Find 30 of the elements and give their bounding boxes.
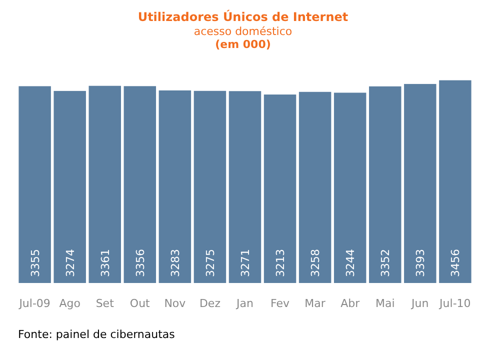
data-label: 3283 <box>168 249 182 277</box>
x-tick-label: Set <box>96 297 115 310</box>
data-label: 3361 <box>98 249 112 277</box>
source-note: Fonte: painel de cibernautas <box>18 328 176 341</box>
x-tick-label: Jan <box>236 297 254 310</box>
x-tick-label: Mai <box>375 297 395 310</box>
x-tick-label: Fev <box>270 297 290 310</box>
x-tick-label: Nov <box>164 297 186 310</box>
chart-subtitle: acesso doméstico <box>194 25 292 38</box>
data-label: 3244 <box>344 249 358 277</box>
data-label: 3356 <box>134 249 147 277</box>
data-label: 3271 <box>239 249 252 277</box>
x-tick-label: Ago <box>59 297 81 310</box>
data-label: 3274 <box>64 249 77 277</box>
x-tick-label: Abr <box>340 297 360 310</box>
x-tick-label: Dez <box>199 297 221 310</box>
data-label: 3355 <box>28 249 42 277</box>
data-label: 3352 <box>379 249 392 277</box>
data-label: 3393 <box>414 249 428 277</box>
x-tick-label: Mar <box>304 297 326 310</box>
x-tick-label: Out <box>130 297 151 310</box>
x-tick-label: Jun <box>410 297 429 310</box>
data-label: 3456 <box>449 249 462 277</box>
y-axis-title: (em 000) <box>215 38 271 51</box>
data-label: 3275 <box>204 249 217 277</box>
x-tick-label: Jul-09 <box>18 297 50 310</box>
chart-title: Utilizadores Únicos de Internet <box>138 9 348 24</box>
data-label: 3258 <box>309 249 322 277</box>
data-label: 3213 <box>274 249 288 277</box>
x-tick-label: Jul-10 <box>438 297 471 310</box>
